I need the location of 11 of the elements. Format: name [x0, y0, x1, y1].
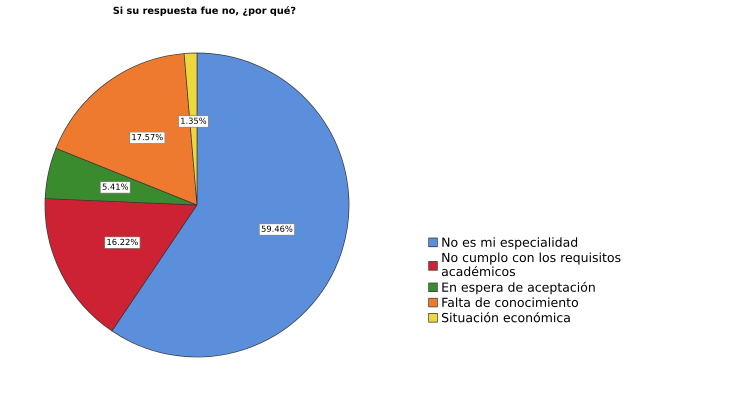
chart-title: Si su respuesta fue no, ¿por qué?	[113, 6, 296, 16]
legend-label: Falta de conocimiento	[442, 297, 578, 308]
data-label: 5.41%	[102, 184, 128, 190]
data-label: 16.22%	[107, 238, 138, 246]
legend-label: En espera de aceptación	[442, 282, 595, 294]
data-label: 59.46%	[262, 226, 292, 232]
data-label: 1.35%	[181, 118, 206, 124]
legend-label: No cumplo con los requisitos académicos	[442, 252, 620, 276]
legend-label: No es mi especialidad	[442, 237, 578, 250]
data-label: 17.57%	[132, 134, 163, 140]
legend-label: Situación económica	[442, 312, 570, 322]
